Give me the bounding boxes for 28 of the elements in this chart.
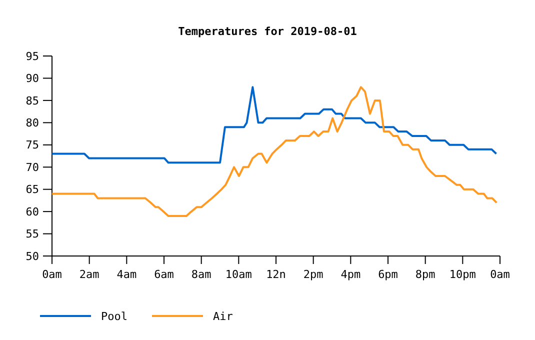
y-tick-label: 70 — [26, 160, 39, 174]
x-tick-label: 6pm — [378, 268, 398, 281]
x-tick-label: 12n — [266, 268, 286, 281]
x-tick-label: 4am — [116, 268, 137, 281]
y-tick-label: 65 — [26, 183, 39, 196]
x-tick-label: 0am — [490, 268, 510, 281]
line-series — [51, 86, 498, 164]
legend-label: Pool — [101, 310, 128, 323]
y-tick-label: 90 — [26, 72, 39, 86]
y-tick-label: 50 — [26, 250, 39, 263]
y-tick-label: 80 — [26, 116, 39, 130]
y-tick-label: 75 — [26, 138, 39, 152]
y-tick-label: 55 — [26, 228, 39, 241]
x-tick-label: 8pm — [415, 268, 436, 281]
y-tick-label: 85 — [26, 94, 39, 108]
x-tick-label: 2am — [79, 268, 100, 281]
x-tick-label: 4pm — [340, 268, 361, 281]
legend-label: Air — [213, 310, 234, 323]
x-tick-label: 6am — [154, 268, 174, 281]
y-tick-label: 95 — [26, 50, 39, 63]
x-tick-label: 10pm — [449, 268, 476, 281]
x-tick-label: 2pm — [303, 268, 324, 281]
y-tick-label: 60 — [26, 205, 39, 218]
x-tick-label: 8am — [191, 268, 212, 281]
line-series — [51, 86, 498, 217]
x-tick-label: 0am — [42, 268, 62, 281]
x-tick-label: 10am — [225, 268, 252, 281]
chart-title: Temperatures for 2019-08-01 — [178, 25, 358, 38]
